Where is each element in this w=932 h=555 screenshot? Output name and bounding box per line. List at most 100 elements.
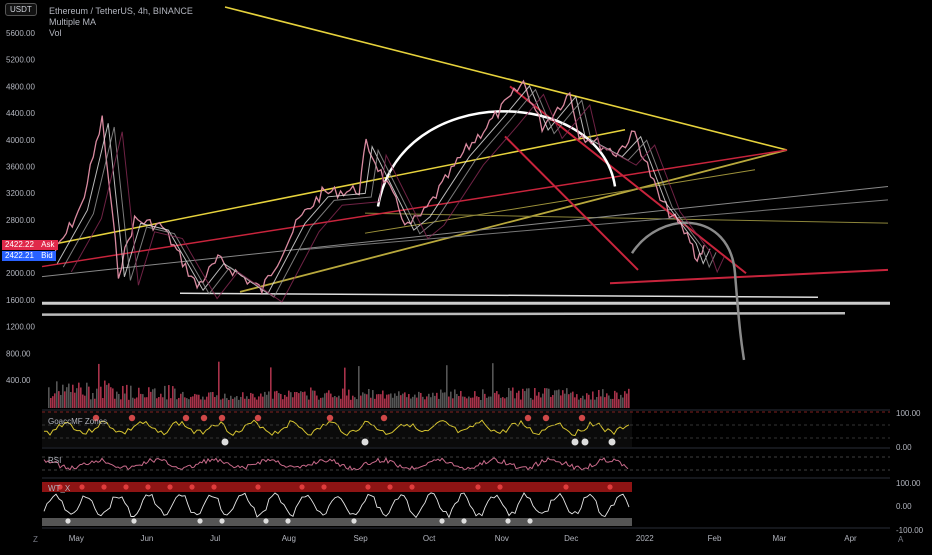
bid-price-tag: 2422.21 Bid [2,251,56,261]
volume-bar [540,397,542,408]
volume-bar [298,393,300,408]
wt-sell-dot [145,484,151,490]
wt-buy-dot [461,518,467,524]
wt-buy-dot [527,518,533,524]
volume-bar [576,394,578,408]
volume-bar [482,389,484,408]
wt-buy-dot [285,518,291,524]
volume-bar [274,391,276,408]
volume-bar [214,396,216,408]
volume-bar [186,398,188,408]
wt-buy-dot [219,518,225,524]
volume-bar [310,387,312,408]
volume-bar [306,395,308,408]
time-tick-label: Jun [140,534,153,543]
volume-bar [312,390,314,408]
price-tick-label: 400.00 [6,376,31,385]
volume-bar [572,391,574,408]
volume-bar [522,388,524,408]
volume-bar [280,393,282,408]
volume-bar [86,382,88,408]
time-tick-label: 2022 [636,534,654,543]
goacc-axis-0: 0.00 [896,443,912,452]
volume-bar [296,392,298,408]
volume-bar [224,393,226,408]
volume-bar [590,399,592,408]
volume-bar [146,397,148,408]
volume-bar [446,365,448,408]
volume-bar [330,393,332,408]
volume-bar [180,393,182,408]
volume-bar [432,392,434,408]
auto-scale-button[interactable]: A [898,535,904,544]
volume-bar [278,393,280,408]
volume-bar [66,387,68,408]
volume-bar [596,396,598,408]
volume-bar [288,390,290,408]
volume-bar [430,397,432,408]
wt-axis-neg100: -100.00 [896,526,924,535]
indicator-vol[interactable]: Vol [49,28,62,38]
volume-bar [316,395,318,408]
volume-bar [524,391,526,408]
volume-bar [514,398,516,408]
volume-bar [206,396,208,408]
price-tick-label: 5600.00 [6,29,35,38]
time-tick-label: Dec [564,534,578,543]
volume-bar [404,392,406,408]
price-tick-label: 4400.00 [6,109,35,118]
volume-bar [534,387,536,408]
volume-bar [498,394,500,408]
volume-bar [128,399,130,408]
volume-bar [246,396,248,408]
volume-bar [62,384,64,408]
volume-bar [172,386,174,408]
volume-bar [92,393,94,408]
wt-sell-dot [607,484,613,490]
currency-badge[interactable]: USDT [5,3,37,16]
volume-bar [88,386,90,408]
volume-bar [196,394,198,408]
wt-buy-dot [439,518,445,524]
volume-bar [566,388,568,408]
goacc-buy-dot [361,438,369,446]
goacc-buy-dot [221,438,229,446]
volume-bar [226,398,228,408]
volume-bar [518,390,520,408]
timezone-button[interactable]: Z [33,535,38,544]
volume-bar [436,392,438,408]
price-tick-label: 2000.00 [6,269,35,278]
volume-bar [202,396,204,408]
wt-pane-label: WT_X [48,484,71,493]
volume-bar [318,399,320,408]
indicator-multiple-ma[interactable]: Multiple MA [49,17,97,27]
volume-bar [290,392,292,408]
wt-sell-dot [497,484,503,490]
projection-curve [630,221,746,361]
volume-bar [252,393,254,408]
volume-bar [192,396,194,408]
goacc-line [44,419,630,437]
volume-bar [152,389,154,408]
volume-bar [90,399,92,408]
volume-bar [604,397,606,408]
volume-bar [362,392,364,408]
volume-bar [546,388,548,408]
volume-bar [322,397,324,408]
price-tick-label: 5200.00 [6,56,35,65]
volume-bar [570,392,572,408]
rsi-pane-label: RSI [48,456,61,465]
volume-bar [504,398,506,408]
volume-bar [150,391,152,408]
volume-bar [554,390,556,408]
goacc-signal-dot [578,414,586,422]
volume-bar [626,393,628,408]
volume-bar [442,392,444,408]
volume-bar [414,394,416,408]
volume-bar [550,396,552,408]
price-tick-label: 3200.00 [6,189,35,198]
wt-sell-dot [101,484,107,490]
volume-bar [490,396,492,408]
